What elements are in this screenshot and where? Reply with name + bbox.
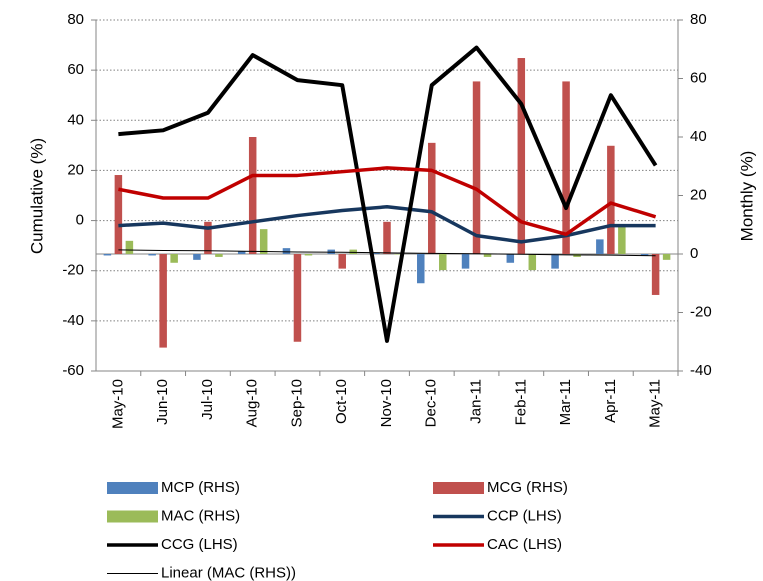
trend-line (118, 249, 656, 257)
bar (204, 221, 212, 254)
y2-axis-title: Monthly (%) (737, 151, 756, 242)
y-tick-label: -40 (62, 312, 84, 329)
bar (383, 221, 391, 254)
bar (259, 229, 268, 254)
bar (662, 254, 671, 260)
y-tick-label: 0 (76, 212, 84, 229)
y2-tick-label: 0 (690, 245, 698, 262)
legend-label: CCP (LHS) (487, 507, 562, 524)
bar (248, 137, 257, 254)
y-tick-label: 20 (67, 161, 84, 178)
bar (428, 142, 436, 254)
bar (528, 254, 537, 271)
bar (607, 145, 615, 254)
bar (651, 254, 660, 295)
legend-swatch (107, 482, 158, 494)
y2-tick-label: 20 (690, 186, 707, 203)
bar (338, 254, 346, 269)
bar (159, 254, 167, 348)
bar (170, 254, 178, 263)
legend-label: MCP (RHS) (161, 479, 240, 496)
y-tick-label: -20 (62, 262, 84, 279)
legend-swatch (107, 510, 158, 523)
y-tick-label: -60 (62, 362, 84, 379)
bar (282, 248, 291, 254)
legend-label: Linear (MAC (RHS)) (161, 564, 296, 581)
bar (394, 254, 402, 255)
bar (193, 254, 201, 260)
x-tick-label: Jan-11 (468, 379, 485, 424)
x-tick-label: Sep-10 (288, 379, 305, 427)
bar (304, 254, 313, 256)
x-tick-label: Apr-11 (602, 379, 619, 423)
legend-label: MCG (RHS) (487, 479, 568, 496)
bar (372, 252, 380, 254)
x-tick-label: Feb-11 (512, 379, 529, 425)
bar (483, 254, 492, 257)
legend-swatch (433, 482, 484, 494)
bar (506, 254, 515, 263)
bar (551, 254, 559, 269)
y2-tick-label: -40 (690, 362, 712, 379)
bar (215, 254, 223, 257)
bar (618, 224, 626, 254)
x-tick-label: Aug-10 (244, 379, 261, 427)
x-tick-label: May-11 (647, 379, 664, 428)
y2-tick-label: 80 (690, 11, 707, 28)
bar (439, 254, 447, 271)
y2-tick-label: 40 (690, 128, 707, 145)
bar (461, 254, 470, 269)
x-tick-label: Nov-10 (378, 379, 395, 427)
legend-label: CAC (LHS) (487, 536, 562, 553)
y-tick-label: 80 (67, 11, 84, 28)
x-tick-label: May-10 (109, 379, 126, 429)
bar (573, 254, 581, 257)
legend-label: CCG (LHS) (161, 536, 238, 553)
y2-tick-label: 60 (690, 69, 707, 86)
bar (517, 58, 526, 255)
bar (562, 81, 570, 254)
line (118, 166, 657, 237)
y-tick-label: 60 (67, 61, 84, 78)
x-tick-label: Jul-10 (199, 379, 216, 420)
bar (237, 251, 246, 254)
bar (148, 254, 156, 256)
y-axis-title: Cumulative (%) (27, 138, 46, 254)
bar (596, 239, 604, 254)
bar (349, 249, 357, 254)
bar (114, 175, 123, 254)
bar (293, 254, 302, 342)
x-tick-label: Dec-10 (423, 379, 440, 427)
x-tick-label: Oct-10 (333, 379, 350, 424)
y-tick-label: 40 (67, 111, 84, 128)
line (118, 45, 658, 343)
bar (472, 81, 481, 254)
legend-label: MAC (RHS) (161, 507, 240, 524)
bar (125, 240, 134, 254)
bar (417, 254, 425, 284)
bar (103, 254, 112, 256)
y2-tick-label: -20 (690, 303, 712, 320)
bar (640, 254, 649, 256)
x-tick-label: Jun-10 (154, 379, 171, 425)
x-tick-label: Mar-11 (557, 379, 574, 425)
